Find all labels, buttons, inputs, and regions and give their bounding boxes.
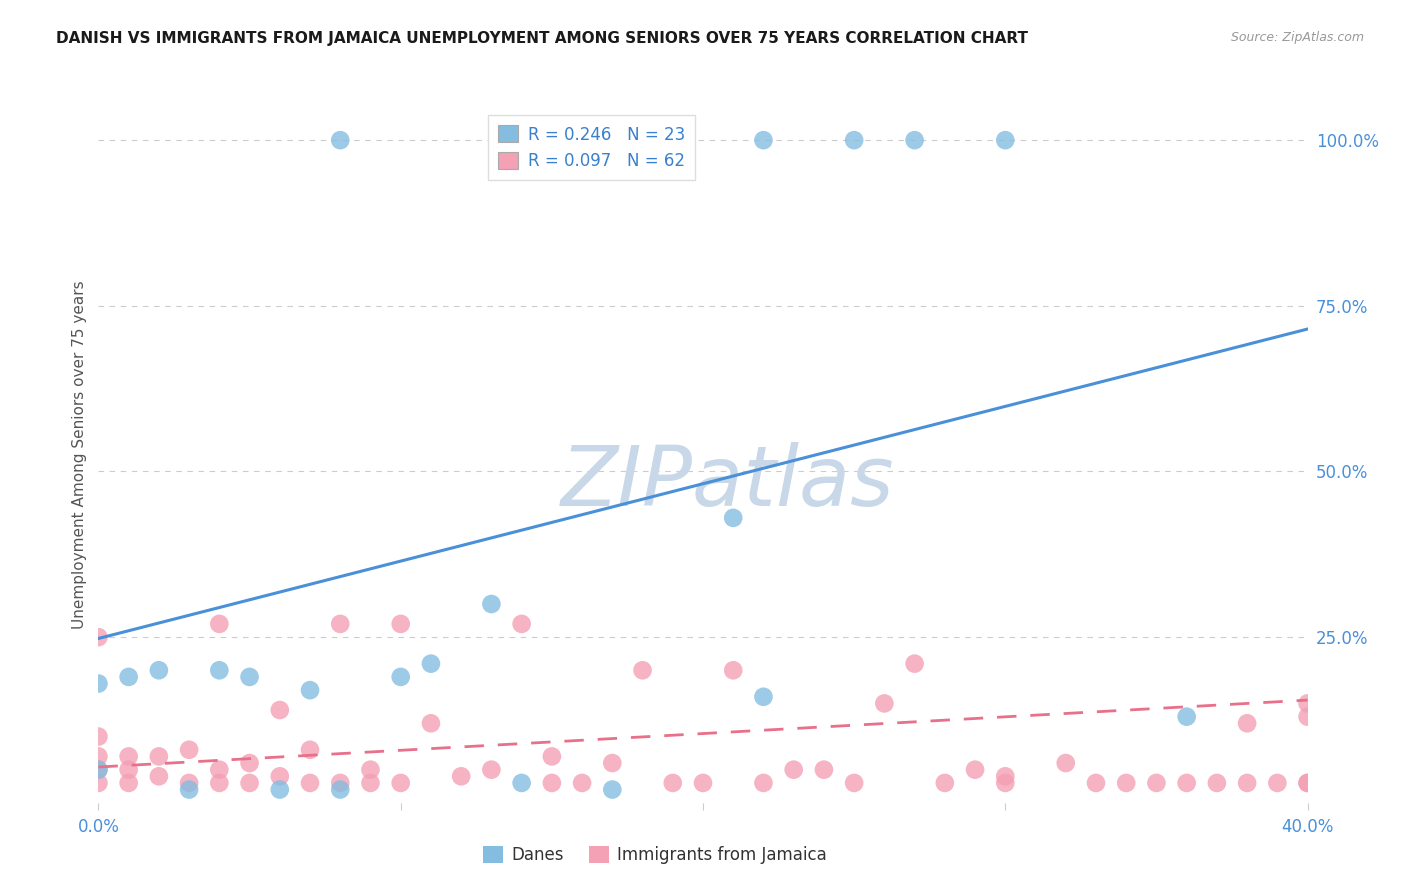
Point xyxy=(420,657,443,671)
Point xyxy=(662,776,685,790)
Point xyxy=(87,763,110,777)
Point xyxy=(360,763,382,777)
Point xyxy=(148,749,170,764)
Point xyxy=(208,776,231,790)
Point xyxy=(844,776,866,790)
Point xyxy=(481,763,503,777)
Point xyxy=(360,776,382,790)
Point xyxy=(1175,709,1198,723)
Point xyxy=(844,133,866,147)
Point xyxy=(602,782,624,797)
Point xyxy=(1267,776,1289,790)
Point xyxy=(510,616,533,631)
Point xyxy=(1296,776,1319,790)
Point xyxy=(208,616,231,631)
Point xyxy=(1296,776,1319,790)
Point xyxy=(148,663,170,677)
Point xyxy=(723,663,745,677)
Point xyxy=(510,776,533,790)
Point xyxy=(1085,776,1108,790)
Point xyxy=(571,776,593,790)
Point xyxy=(481,597,503,611)
Point xyxy=(179,782,201,797)
Point xyxy=(1236,716,1258,731)
Point xyxy=(208,763,231,777)
Point xyxy=(239,756,262,770)
Point xyxy=(1054,756,1077,770)
Point xyxy=(510,133,533,147)
Point xyxy=(179,743,201,757)
Point xyxy=(148,769,170,783)
Point xyxy=(723,511,745,525)
Point xyxy=(299,776,322,790)
Point xyxy=(1144,776,1167,790)
Point xyxy=(269,769,291,783)
Point xyxy=(904,133,927,147)
Point xyxy=(389,670,412,684)
Point xyxy=(540,776,562,790)
Y-axis label: Unemployment Among Seniors over 75 years: Unemployment Among Seniors over 75 years xyxy=(72,281,87,629)
Point xyxy=(118,763,141,777)
Point xyxy=(994,769,1017,783)
Point xyxy=(692,776,714,790)
Point xyxy=(329,776,352,790)
Point xyxy=(752,133,775,147)
Point xyxy=(752,776,775,790)
Point xyxy=(873,697,896,711)
Point xyxy=(934,776,956,790)
Point xyxy=(389,616,412,631)
Point xyxy=(904,657,927,671)
Legend: Danes, Immigrants from Jamaica: Danes, Immigrants from Jamaica xyxy=(477,839,834,871)
Point xyxy=(420,716,443,731)
Point xyxy=(87,763,110,777)
Point xyxy=(239,776,262,790)
Point xyxy=(602,756,624,770)
Point xyxy=(783,763,806,777)
Point xyxy=(1236,776,1258,790)
Point xyxy=(450,769,472,783)
Point xyxy=(1175,776,1198,790)
Point xyxy=(1115,776,1137,790)
Point xyxy=(269,782,291,797)
Text: Source: ZipAtlas.com: Source: ZipAtlas.com xyxy=(1230,31,1364,45)
Point xyxy=(631,663,654,677)
Point xyxy=(269,703,291,717)
Point xyxy=(299,683,322,698)
Point xyxy=(87,676,110,690)
Point xyxy=(87,776,110,790)
Point xyxy=(87,730,110,744)
Point xyxy=(299,743,322,757)
Point xyxy=(118,670,141,684)
Point xyxy=(540,749,562,764)
Text: DANISH VS IMMIGRANTS FROM JAMAICA UNEMPLOYMENT AMONG SENIORS OVER 75 YEARS CORRE: DANISH VS IMMIGRANTS FROM JAMAICA UNEMPL… xyxy=(56,31,1028,46)
Point xyxy=(752,690,775,704)
Point xyxy=(179,776,201,790)
Point xyxy=(118,749,141,764)
Point xyxy=(239,670,262,684)
Point xyxy=(1296,709,1319,723)
Point xyxy=(1206,776,1229,790)
Point xyxy=(813,763,835,777)
Point xyxy=(118,776,141,790)
Point xyxy=(994,133,1017,147)
Point xyxy=(1296,697,1319,711)
Point xyxy=(994,776,1017,790)
Point xyxy=(329,782,352,797)
Point xyxy=(329,616,352,631)
Text: ZIPatlas: ZIPatlas xyxy=(561,442,894,524)
Point xyxy=(87,749,110,764)
Point xyxy=(329,133,352,147)
Point xyxy=(631,133,654,147)
Point xyxy=(965,763,987,777)
Point xyxy=(208,663,231,677)
Point xyxy=(87,630,110,644)
Point xyxy=(389,776,412,790)
